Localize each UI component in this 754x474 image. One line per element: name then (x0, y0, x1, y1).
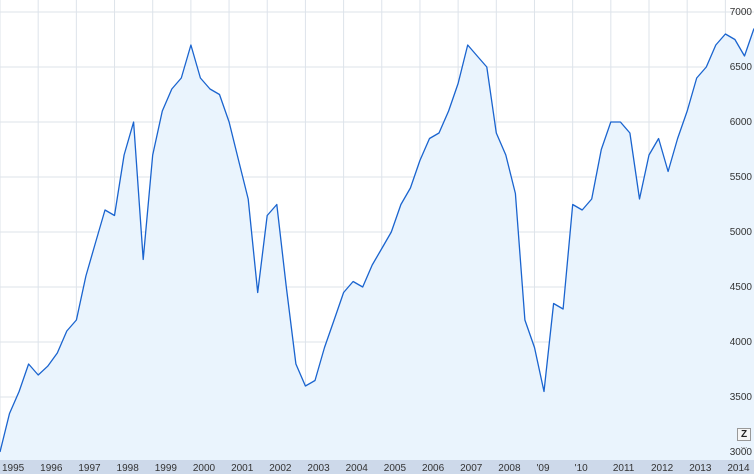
x-tick-label: 1997 (78, 463, 101, 474)
x-tick-label: 1999 (155, 463, 178, 474)
x-tick-label: 2005 (384, 463, 407, 474)
x-tick-label: 1995 (2, 463, 25, 474)
x-tick-label: 2000 (193, 463, 216, 474)
x-tick-label: 2008 (498, 463, 521, 474)
x-tick-label: 2014 (727, 463, 750, 474)
y-tick-label: 6000 (730, 117, 753, 128)
x-tick-label: 1998 (117, 463, 140, 474)
y-tick-label: 6500 (730, 62, 753, 73)
y-tick-label: 4000 (730, 337, 753, 348)
x-tick-label: '09 (536, 463, 549, 474)
zoom-handle-dots[interactable]: ... (740, 441, 748, 450)
zoom-button[interactable]: Z (737, 428, 751, 441)
y-tick-label: 7000 (730, 7, 753, 18)
x-tick-label: 2012 (651, 463, 674, 474)
x-tick-label: 2006 (422, 463, 445, 474)
series-area (0, 28, 754, 460)
y-tick-label: 3500 (730, 392, 753, 403)
y-tick-label: 5500 (730, 172, 753, 183)
x-tick-label: 2013 (689, 463, 712, 474)
x-tick-label: 2003 (307, 463, 330, 474)
x-tick-label: 2007 (460, 463, 483, 474)
y-tick-label: 5000 (730, 227, 753, 238)
series-line (0, 28, 754, 453)
x-tick-label: 2001 (231, 463, 254, 474)
x-tick-label: 2002 (269, 463, 292, 474)
y-tick-label: 3000 (730, 447, 753, 458)
x-tick-label: 2011 (613, 463, 635, 474)
y-tick-label: 4500 (730, 282, 753, 293)
x-tick-label: '10 (575, 463, 588, 474)
x-tick-label: 2004 (346, 463, 369, 474)
x-tick-label: 1996 (40, 463, 63, 474)
x-axis-band (0, 460, 754, 474)
